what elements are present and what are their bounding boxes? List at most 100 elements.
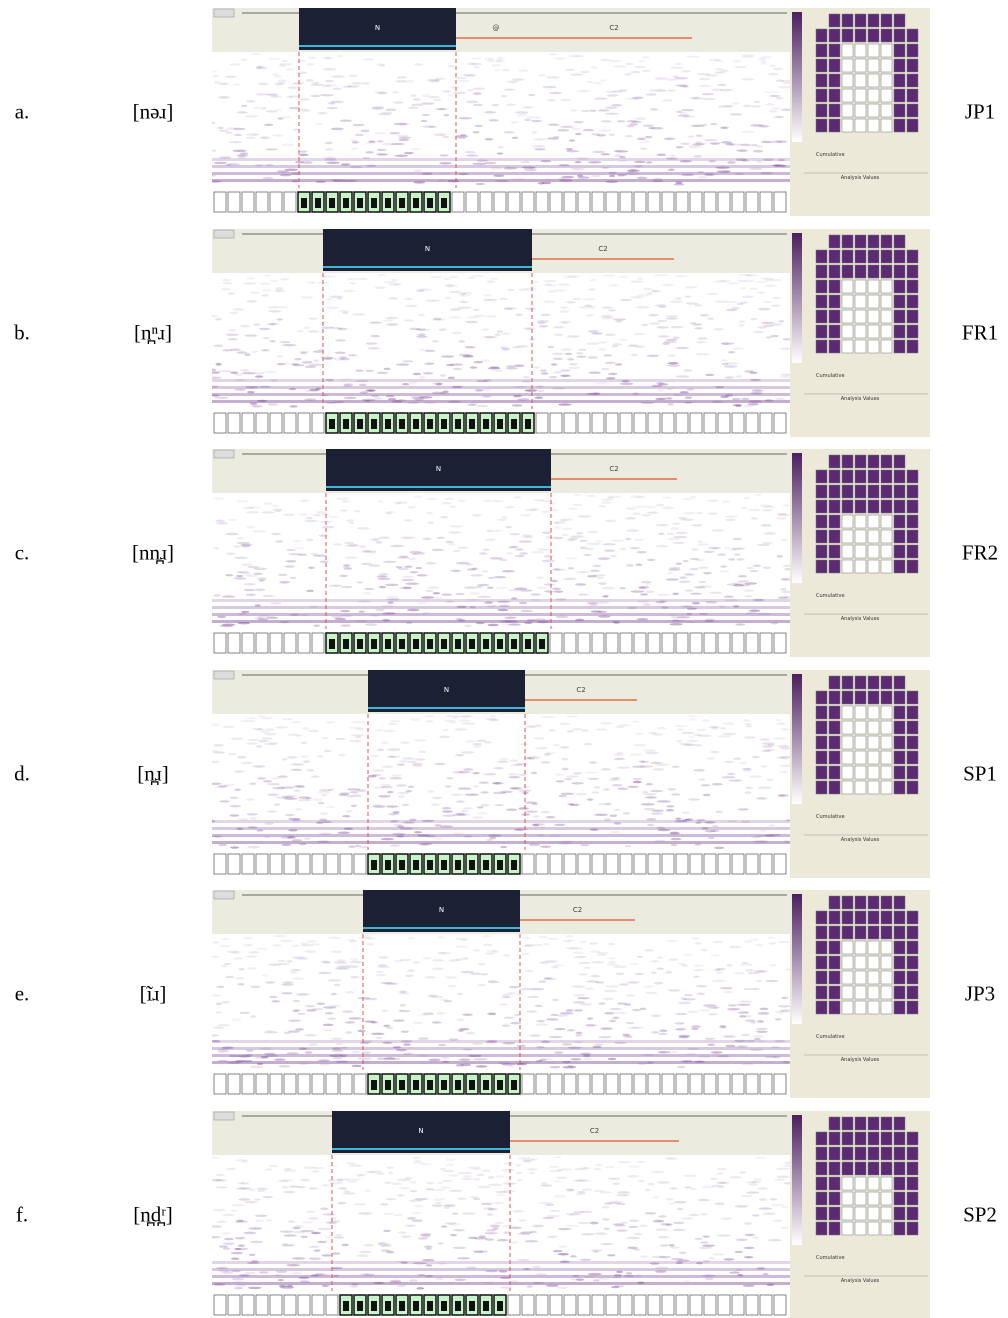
spectral-energy xyxy=(727,1008,740,1010)
spectral-energy xyxy=(403,587,412,589)
spectral-energy xyxy=(216,986,224,988)
spectral-energy xyxy=(687,739,698,741)
spectral-energy xyxy=(271,1000,279,1002)
spectral-energy xyxy=(400,741,410,743)
spectral-energy xyxy=(671,325,684,327)
spectral-energy xyxy=(303,760,311,762)
spectral-energy xyxy=(751,517,758,519)
spectral-energy xyxy=(427,522,434,524)
spectral-energy xyxy=(353,124,365,126)
spectral-energy xyxy=(696,985,707,987)
electrode xyxy=(855,250,866,263)
spectral-energy xyxy=(419,750,427,752)
spectral-energy xyxy=(214,162,227,164)
spectral-energy xyxy=(721,359,727,361)
spectral-energy xyxy=(239,325,250,327)
spectral-energy xyxy=(526,116,540,118)
spectral-energy xyxy=(681,518,694,520)
spectral-energy xyxy=(684,994,693,996)
spectral-energy xyxy=(265,148,278,150)
spectral-energy xyxy=(426,1181,434,1183)
spectral-energy xyxy=(742,295,754,297)
spectral-energy xyxy=(521,813,530,815)
spectral-energy xyxy=(476,1173,485,1175)
spectral-energy xyxy=(348,522,355,524)
spectral-energy xyxy=(327,1164,338,1166)
spectral-energy xyxy=(537,321,546,323)
spectral-energy xyxy=(261,349,269,351)
spectral-energy xyxy=(452,1246,466,1248)
spectral-energy xyxy=(505,526,512,528)
spectral-energy xyxy=(744,589,755,591)
spectral-energy xyxy=(499,297,508,299)
spectral-energy xyxy=(580,1210,592,1212)
spectral-energy xyxy=(234,557,248,559)
spectral-energy xyxy=(537,389,544,391)
spectral-energy xyxy=(292,128,299,130)
spectral-energy xyxy=(569,362,578,364)
palatogram-frame xyxy=(550,1074,562,1094)
spectral-energy xyxy=(236,755,246,757)
spectral-energy xyxy=(577,997,589,999)
spectral-energy xyxy=(567,730,574,732)
spectral-energy xyxy=(556,616,569,618)
transcription: [n̪ɹ] xyxy=(137,761,168,786)
spectral-energy xyxy=(601,1206,609,1208)
spectral-energy xyxy=(380,1203,388,1205)
spectral-energy xyxy=(707,1006,718,1008)
palatogram-frame xyxy=(760,192,772,212)
spectral-energy xyxy=(676,562,683,564)
spectral-energy xyxy=(750,988,760,990)
spectral-energy xyxy=(598,348,607,350)
spectral-energy xyxy=(426,1264,433,1266)
palatogram-frame xyxy=(606,1074,618,1094)
contact xyxy=(399,419,405,429)
palatogram-frame xyxy=(620,413,632,433)
spectral-energy xyxy=(394,960,403,962)
palatogram-frame xyxy=(746,192,758,212)
spectral-energy xyxy=(549,1165,560,1167)
spectral-energy xyxy=(407,506,415,508)
row-letter: c. xyxy=(15,541,30,566)
spectral-energy xyxy=(541,810,550,812)
spectral-energy xyxy=(265,728,275,730)
spectral-energy xyxy=(518,807,528,809)
spectral-energy xyxy=(437,936,446,938)
spectral-energy xyxy=(689,97,703,99)
spectral-energy xyxy=(398,1231,407,1233)
electrode xyxy=(855,1207,866,1220)
spectral-energy xyxy=(487,624,498,626)
spectral-energy xyxy=(278,574,288,576)
spectral-energy xyxy=(679,576,687,578)
spectral-energy xyxy=(386,1197,397,1199)
spectral-energy xyxy=(427,96,440,98)
spectral-energy xyxy=(553,590,563,592)
spectral-energy xyxy=(414,831,422,833)
spectral-energy xyxy=(434,133,447,135)
spectral-energy xyxy=(541,182,551,184)
electrode xyxy=(881,781,892,794)
spectral-energy xyxy=(677,728,685,730)
palatogram-frame xyxy=(620,1295,632,1315)
spectral-energy xyxy=(658,1235,669,1237)
spectral-energy xyxy=(519,773,527,775)
spectral-energy xyxy=(440,1057,449,1059)
spectral-energy xyxy=(711,529,725,531)
spectral-energy xyxy=(656,382,664,384)
spectral-energy xyxy=(397,763,405,765)
spectral-energy xyxy=(502,1024,510,1026)
electrode xyxy=(868,265,879,278)
electrode xyxy=(868,971,879,984)
spectral-energy xyxy=(481,791,489,793)
electrode xyxy=(855,280,866,293)
spectral-energy xyxy=(260,137,269,139)
spectral-energy xyxy=(234,770,244,772)
spectral-energy xyxy=(553,1180,561,1182)
spectral-energy xyxy=(246,277,255,279)
spectral-energy xyxy=(753,330,764,332)
spectral-energy xyxy=(632,513,641,515)
spectral-energy xyxy=(741,507,747,509)
spectral-energy xyxy=(578,1221,590,1223)
spectral-energy xyxy=(742,131,755,133)
spectral-energy xyxy=(472,1043,483,1045)
